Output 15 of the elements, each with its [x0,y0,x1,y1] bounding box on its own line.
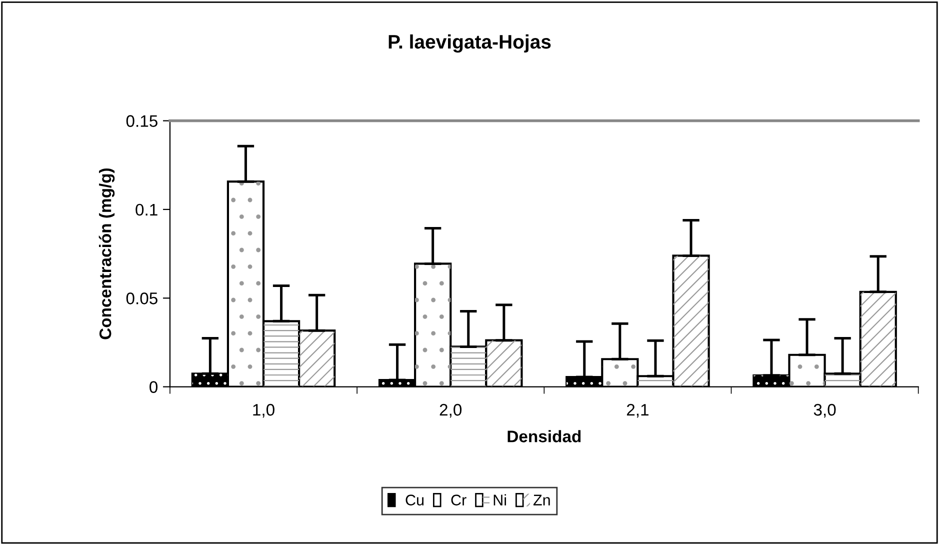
chart-title: P. laevigata-Hojas [388,34,551,53]
x-tick-label: 1,0 [253,404,274,418]
legend-label: Ni [494,494,506,506]
y-axis-title: Concentración (mg/g) [98,168,115,340]
legend-label: Cu [406,494,424,506]
y-tick-label: 0.15 [126,115,158,127]
legend-label: Zn [533,494,550,506]
y-tick-label: 0 [150,381,158,393]
legend-label: Cr [451,494,466,506]
x-tick-label: 3,0 [814,404,836,418]
x-axis-title: Densidad [508,430,581,442]
x-tick-label: 2,0 [440,404,462,418]
x-tick-label: 2,1 [626,404,648,418]
y-tick-label: 0.1 [136,204,158,216]
y-tick-label: 0.05 [126,292,158,304]
